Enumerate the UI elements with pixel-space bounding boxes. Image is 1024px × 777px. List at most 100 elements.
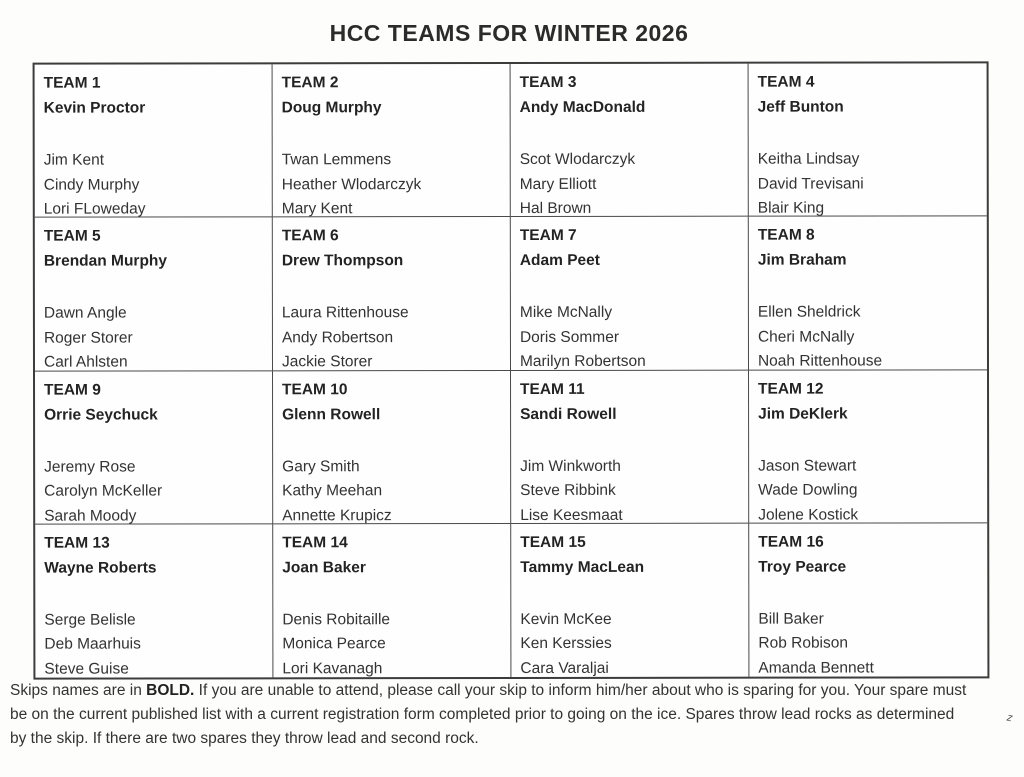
team-title: TEAM 15 (520, 533, 586, 551)
member-name: Sarah Moody (44, 507, 137, 525)
member-name: Jolene Kostick (758, 506, 859, 524)
spacer (520, 579, 742, 607)
spacer (44, 580, 266, 608)
spacer (758, 119, 981, 147)
spacer (758, 426, 981, 454)
footer-note-bold-word: BOLD. (146, 682, 195, 699)
member-name: Scot Wlodarczyk (519, 150, 636, 168)
member-name: Serge Belisle (44, 611, 136, 629)
spacer (282, 427, 504, 455)
member-name: Mary Kent (281, 200, 353, 218)
member-name: Cara Varaljai (520, 659, 609, 677)
footer-note-post: If you are unable to attend, please call… (10, 682, 967, 747)
team-skip-name: Jeff Bunton (757, 98, 844, 116)
team-title: TEAM 6 (281, 227, 339, 245)
member-name: Ken Kerssies (520, 635, 612, 653)
team-title: TEAM 12 (758, 380, 824, 398)
team-cell: TEAM 10 Glenn Rowell Gary Smith Kathy Mee… (273, 370, 512, 525)
team-cell: TEAM 9 Orrie Seychuck Jeremy Rose Carolyn… (35, 370, 274, 525)
member-name: David Trevisani (757, 175, 864, 193)
member-name: Monica Pearce (282, 635, 386, 653)
team-skip-name: Sandi Rowell (520, 405, 617, 423)
team-skip-name: Orrie Seychuck (44, 405, 158, 424)
team-members: Dawn Angle Roger Storer Carl Ahlsten (44, 302, 266, 372)
member-name: Dawn Angle (43, 304, 127, 322)
team-members: Jeremy Rose Carolyn McKeller Sarah Moody (44, 455, 266, 525)
team-title: TEAM 10 (282, 380, 348, 398)
team-members: Mike McNally Doris Sommer Marilyn Robertso… (520, 301, 742, 371)
team-skip-name: Joan Baker (282, 558, 366, 577)
team-skip-name: Andy MacDonald (519, 98, 646, 116)
team-cell: TEAM 5 Brendan Murphy Dawn Angle Roger St… (34, 217, 274, 372)
team-cell: TEAM 4 Jeff Bunton Keitha Lindsay David T… (748, 63, 987, 217)
team-title: TEAM 8 (757, 226, 815, 244)
member-name: Carl Ahlsten (43, 353, 128, 371)
member-name: Doris Sommer (519, 328, 620, 346)
team-cell: TEAM 6 Drew Thompson Laura Rittenhouse An… (272, 217, 511, 371)
member-name: Carolyn McKeller (44, 482, 163, 500)
team-members: Serge Belisle Deb Maarhuis Steve Guise (44, 608, 266, 678)
member-name: Keitha Lindsay (757, 150, 860, 168)
team-cell: TEAM 3 Andy MacDonald Scot Wlodarczyk Mar… (510, 63, 749, 218)
team-cell: TEAM 14 Joan Baker Denis Robitaille Monic… (273, 523, 512, 678)
member-name: Lise Keesmaat (520, 506, 623, 524)
member-name: Annette Krupicz (282, 506, 392, 524)
member-name: Jeremy Rose (44, 458, 136, 476)
page-title: HCC TEAMS FOR WINTER 2026 (329, 20, 689, 46)
team-members: Laura Rittenhouse Andy Robertson Jackie St… (282, 301, 504, 371)
spacer (282, 120, 504, 148)
team-members: Gary Smith Kathy Meehan Annette Krupicz (282, 455, 504, 525)
team-members: Keitha Lindsay David Trevisani Blair King (758, 147, 981, 217)
member-name: Bill Baker (758, 610, 824, 628)
team-cell: TEAM 12 Jim DeKlerk Jason Stewart Wade Do… (748, 369, 988, 524)
team-title: TEAM 5 (43, 227, 101, 245)
spacer (282, 273, 504, 301)
team-skip-name: Tammy MacLean (520, 558, 645, 576)
pen-mark: z (1005, 711, 1014, 725)
team-members: Twan Lemmens Heather Wlodarczyk Mary Kent (282, 148, 504, 218)
team-skip-name: Drew Thompson (281, 252, 404, 270)
team-skip-name: Doug Murphy (281, 99, 382, 117)
member-name: Andy Robertson (281, 328, 394, 347)
footer-note: Skips names are in BOLD. If you are unab… (10, 679, 972, 751)
member-name: Mary Elliott (519, 175, 597, 193)
spacer (282, 580, 504, 608)
team-skip-name: Brendan Murphy (43, 252, 168, 270)
member-name: Roger Storer (43, 329, 133, 347)
member-name: Wade Dowling (758, 481, 858, 499)
spacer (44, 427, 266, 455)
team-title: TEAM 13 (44, 534, 110, 552)
team-members: Scot Wlodarczyk Mary Elliott Hal Brown (520, 148, 742, 218)
member-name: Heather Wlodarczyk (281, 175, 422, 193)
spacer (44, 274, 266, 302)
team-cell: TEAM 2 Doug Murphy Twan Lemmens Heather W… (272, 64, 511, 218)
team-cell: TEAM 16 Troy Pearce Bill Baker Rob Robiso… (749, 523, 987, 677)
team-title: TEAM 16 (758, 533, 824, 551)
member-name: Twan Lemmens (281, 151, 392, 169)
member-name: Steve Ribbink (520, 481, 616, 499)
member-name: Amanda Bennett (758, 659, 874, 677)
member-name: Laura Rittenhouse (281, 304, 409, 322)
member-name: Lori FLoweday (43, 200, 146, 218)
member-name: Rob Robison (758, 634, 849, 652)
team-members: Jim Kent Cindy Murphy Lori FLoweday (44, 148, 266, 218)
team-cell: TEAM 13 Wayne Roberts Serge Belisle Deb M… (35, 524, 274, 678)
spacer (520, 273, 742, 301)
team-title: TEAM 14 (282, 533, 348, 552)
teams-grid: TEAM 1 Kevin Proctor Jim Kent Cindy Murph… (32, 61, 990, 680)
team-skip-name: Adam Peet (519, 252, 600, 270)
team-title: TEAM 3 (519, 73, 577, 91)
team-title: TEAM 9 (44, 381, 101, 399)
team-cell: TEAM 11 Sandi Rowell Jim Winkworth Steve … (511, 370, 750, 524)
spacer (44, 120, 266, 148)
spacer (758, 273, 981, 301)
team-cell: TEAM 1 Kevin Proctor Jim Kent Cindy Murph… (34, 64, 273, 218)
member-name: Denis Robitaille (282, 610, 391, 629)
member-name: Kevin McKee (520, 610, 612, 628)
team-cell: TEAM 8 Jim Braham Ellen Sheldrick Cheri M… (748, 216, 987, 371)
member-name: Steve Guise (44, 660, 129, 678)
spacer (758, 579, 981, 607)
team-skip-name: Jim Braham (757, 251, 847, 269)
team-title: TEAM 2 (281, 74, 339, 92)
